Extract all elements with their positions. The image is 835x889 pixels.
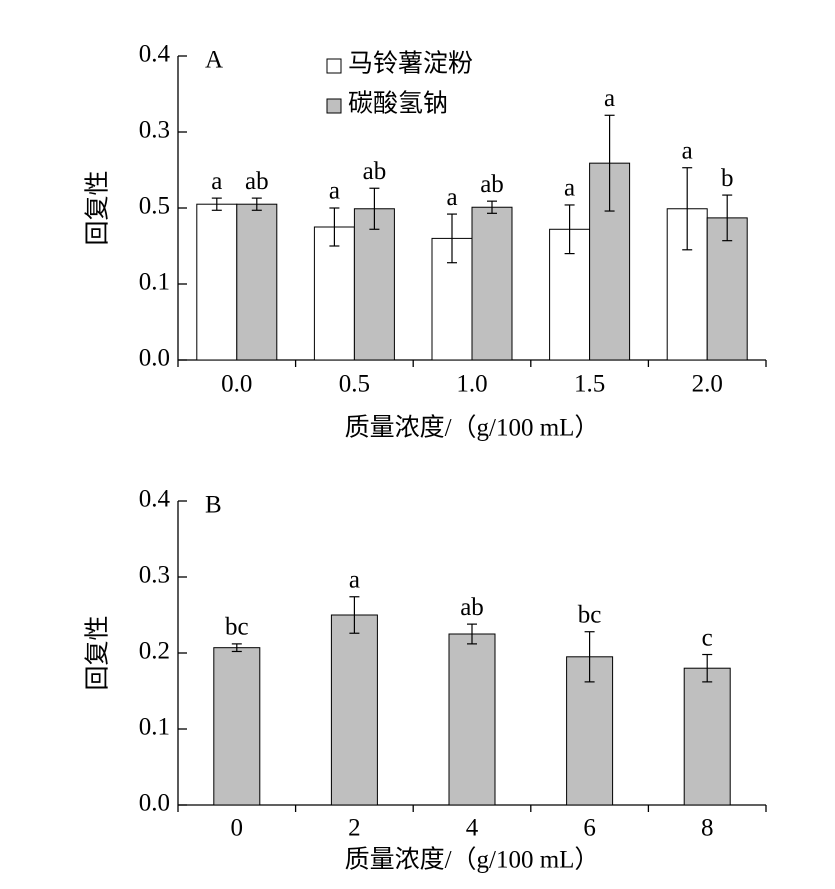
x-axis-label: 质量浓度/（g/100 mL） [345, 846, 600, 874]
error-bar [564, 204, 575, 255]
x-tick-label: 2 [348, 815, 361, 842]
error-bar [329, 207, 340, 247]
x-tick-label: 1.5 [574, 371, 605, 398]
significance-letter: a [446, 184, 457, 211]
error-bar [604, 114, 615, 212]
y-tick-label: 0.1 [139, 714, 170, 741]
bar [213, 647, 261, 806]
x-tick-label: 1.0 [456, 371, 487, 398]
y-tick-label: 0.3 [139, 562, 170, 589]
significance-letter: a [564, 175, 575, 202]
error-bar [211, 197, 222, 211]
panel-label: B [205, 492, 222, 519]
x-tick-label: 0.0 [221, 371, 252, 398]
legend-label: 碳酸氢钠 [348, 90, 448, 118]
significance-letter: a [682, 137, 693, 164]
y-axis-label: 回复性 [84, 615, 112, 690]
error-bar [702, 653, 713, 683]
error-bar [584, 631, 595, 683]
significance-letter: a [604, 85, 615, 112]
significance-letter: bc [578, 601, 602, 628]
x-tick-label: 4 [466, 815, 479, 842]
legend-swatch [326, 58, 342, 74]
bar [471, 206, 513, 361]
x-tick-label: 2.0 [692, 371, 723, 398]
error-bar [369, 187, 380, 230]
error-bar [467, 623, 477, 645]
legend-swatch [326, 98, 342, 114]
error-bar [487, 200, 497, 214]
y-tick-label: 0.1 [139, 269, 170, 296]
significance-letter: a [329, 178, 340, 205]
bar [448, 633, 496, 806]
y-tick-label: 0.3 [139, 117, 170, 144]
error-bar [682, 167, 693, 251]
bar [683, 667, 731, 806]
y-tick-label: 0.5 [139, 193, 170, 220]
error-bar [722, 194, 733, 242]
error-bar [231, 643, 242, 653]
significance-letter: b [721, 165, 734, 192]
significance-letter: c [702, 624, 713, 651]
x-tick-label: 6 [583, 815, 596, 842]
panel-label: A [205, 47, 223, 74]
significance-letter: bc [225, 614, 249, 641]
bar [313, 226, 355, 361]
bar [196, 203, 238, 361]
legend-label: 马铃薯淀粉 [348, 50, 473, 78]
error-bar [251, 197, 262, 211]
error-bar [349, 596, 360, 634]
y-tick-label: 0.2 [139, 638, 170, 665]
bar [236, 203, 278, 361]
x-tick-label: 8 [701, 815, 714, 842]
x-axis-label: 质量浓度/（g/100 mL） [345, 414, 600, 442]
x-tick-label: 0.5 [339, 371, 370, 398]
y-tick-label: 0.4 [139, 486, 171, 513]
bar [330, 614, 378, 806]
x-tick-label: 0 [231, 815, 244, 842]
significance-letter: ab [245, 168, 269, 195]
y-axis-label: 回复性 [84, 170, 112, 245]
bar [353, 208, 395, 361]
y-tick-label: 0.0 [139, 790, 170, 817]
error-bar [447, 213, 457, 264]
significance-letter: a [211, 168, 222, 195]
bar [706, 217, 748, 361]
significance-letter: a [349, 566, 360, 593]
y-tick-label: 0.4 [139, 41, 171, 68]
significance-letter: ab [460, 594, 484, 621]
significance-letter: ab [363, 158, 387, 185]
y-tick-label: 0.0 [139, 345, 170, 372]
significance-letter: ab [480, 171, 504, 198]
